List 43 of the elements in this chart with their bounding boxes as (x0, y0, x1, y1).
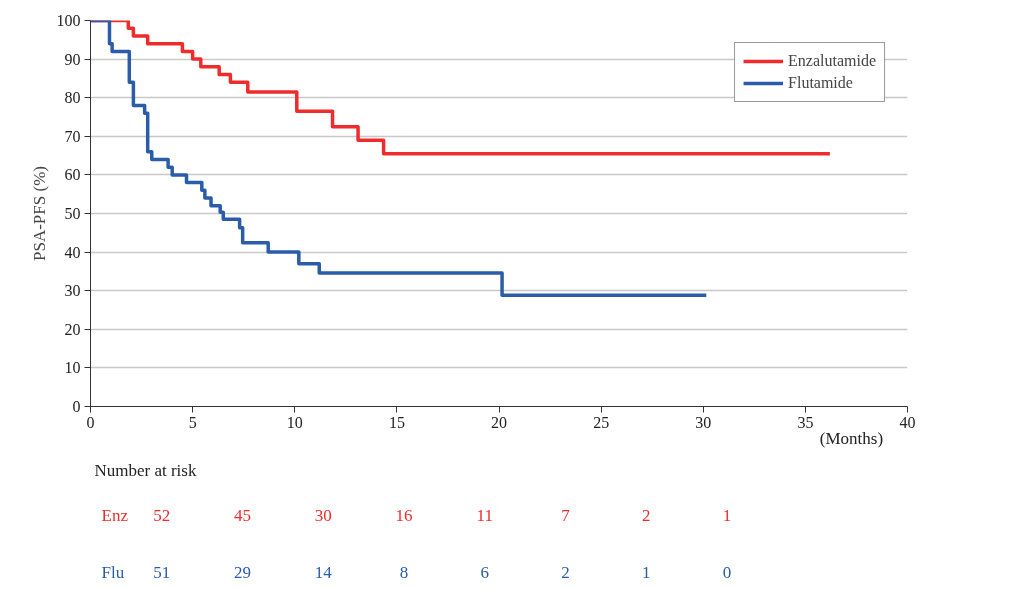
text: 6 (480, 563, 490, 582)
text: Flu (101, 563, 125, 582)
text: 7 (561, 506, 571, 525)
x-tick-label: 20 (491, 413, 507, 431)
y-tick-label: 60 (64, 166, 81, 184)
x-tick-label: 35 (797, 413, 814, 431)
y-tick-label: 100 (56, 12, 81, 29)
x-tick-label: 10 (286, 413, 303, 431)
y-tick-label: 40 (64, 243, 81, 261)
x-tick-label: 25 (593, 413, 610, 431)
text: Enz (101, 506, 129, 525)
text: 2 (561, 563, 570, 582)
text: 30 (314, 506, 332, 525)
x-axis-title: (Months) (819, 429, 884, 448)
legend-label: Enzalutamide (788, 52, 876, 70)
x-tick-label: 30 (695, 413, 712, 431)
y-tick-label: 10 (64, 359, 81, 377)
text: 14 (314, 563, 333, 582)
text: Number at risk (94, 461, 197, 480)
text: 1 (722, 506, 732, 525)
y-tick-label: 30 (64, 282, 81, 300)
y-tick-label: 90 (64, 50, 81, 68)
text: 16 (395, 506, 413, 525)
x-tick-label: 40 (899, 413, 916, 431)
y-tick-label: 20 (64, 320, 81, 338)
y-tick-label: 0 (72, 398, 81, 415)
x-tick-label: 5 (188, 413, 197, 431)
legend-label: Flutamide (788, 74, 853, 92)
text: 45 (233, 506, 251, 525)
y-tick-label: 80 (64, 89, 81, 107)
text: 1 (642, 563, 651, 582)
y-tick-label: 50 (64, 205, 81, 222)
text: 29 (233, 563, 251, 582)
text: 51 (153, 563, 171, 582)
text: 2 (642, 506, 651, 525)
text: 52 (153, 506, 171, 525)
text: 8 (399, 563, 409, 582)
x-tick-label: 15 (388, 413, 405, 431)
text: 0 (722, 563, 732, 582)
y-axis-title: PSA-PFS (%) (29, 166, 49, 261)
text: 11 (476, 506, 493, 525)
x-tick-label: 0 (86, 413, 95, 431)
y-tick-label: 70 (64, 127, 81, 145)
